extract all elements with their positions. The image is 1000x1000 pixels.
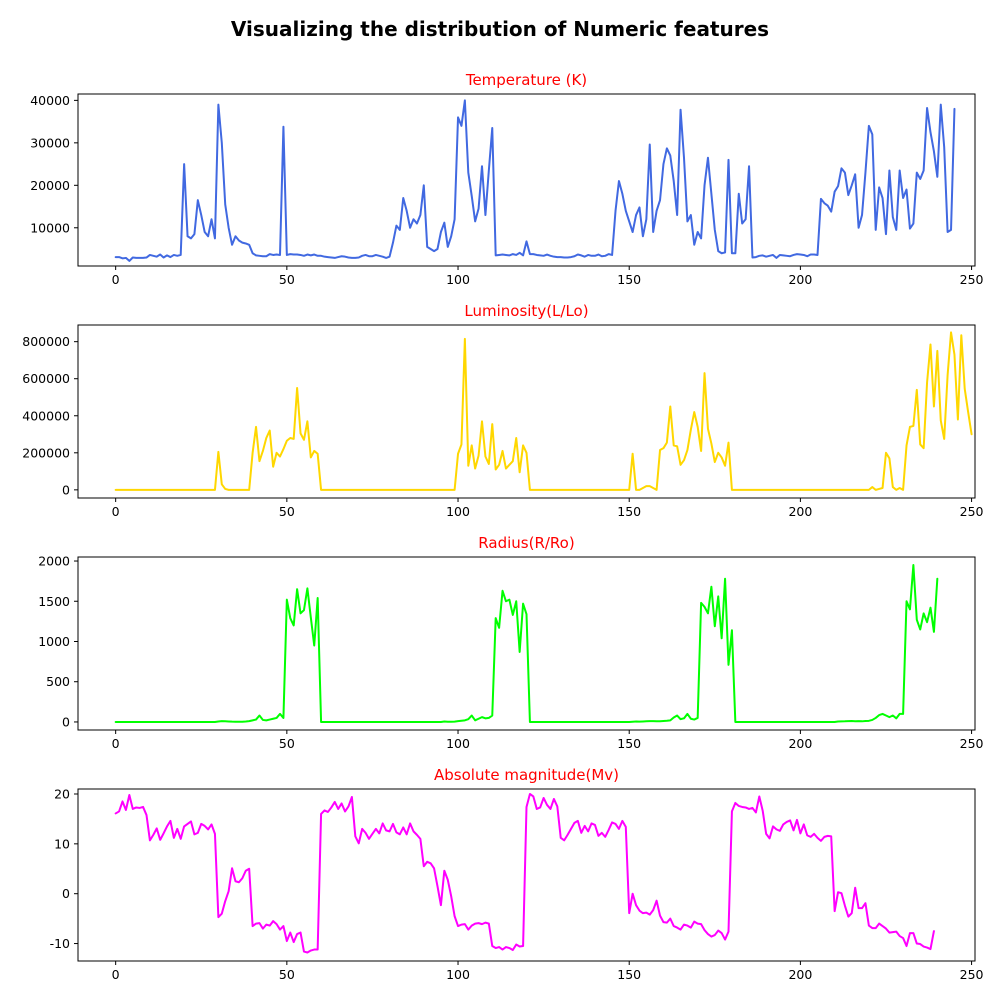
y-tick-label: 0	[62, 482, 70, 497]
subplot-absolute-magnitude: Absolute magnitude(Mv)0 50 100 150 200 250-10…	[50, 766, 984, 982]
y-tick-label: 20	[54, 786, 70, 801]
subplot-radius: Radius(R/Ro) 0 50 100 150 200 250 0 500 1000 1500 2…	[38, 534, 983, 751]
x-tick-label: 100	[446, 736, 470, 751]
y-tick-label: 800000	[22, 334, 70, 349]
x-tick-label: 200	[788, 736, 812, 751]
temperature-series-line	[114, 99, 956, 262]
radius-series-line	[114, 564, 939, 723]
x-tick-label: 250	[960, 272, 984, 287]
axes-frame	[77, 556, 976, 731]
y-tick-label: 20000	[30, 178, 70, 193]
x-tick-label: 200	[788, 272, 812, 287]
x-tick-label: 50	[279, 272, 295, 287]
x-tick-label: 100	[446, 504, 470, 519]
y-tick-label: 0	[62, 714, 70, 729]
y-tick-label: 40000	[30, 93, 70, 108]
y-tick-label: 200000	[22, 445, 70, 460]
x-tick-label: 0	[112, 736, 120, 751]
subplot-title: Luminosity(L/Lo)	[464, 302, 588, 320]
y-tick-label: 400000	[22, 408, 70, 423]
x-tick-label: 250	[960, 736, 984, 751]
luminosity-series-line	[114, 331, 973, 491]
y-tick-label: 30000	[30, 135, 70, 150]
x-tick-label: 200	[788, 967, 812, 982]
y-tick-label: 10000	[30, 220, 70, 235]
y-tick-label: -10	[50, 936, 70, 951]
x-tick-label: 250	[960, 504, 984, 519]
axes-frame	[77, 93, 976, 267]
axes-frame	[77, 324, 976, 499]
y-tick-label: 1000	[38, 634, 70, 649]
x-tick-label: 150	[617, 504, 641, 519]
x-tick-label: 50	[279, 967, 295, 982]
subplot-temperature: Temperature (K) 0 50 100 150 200 250 10000 20000…	[30, 71, 983, 287]
x-tick-label: 150	[617, 967, 641, 982]
x-tick-label: 50	[279, 504, 295, 519]
x-tick-label: 250	[960, 967, 984, 982]
figure-title: Visualizing the distribution of Numeric …	[231, 17, 769, 41]
x-tick-label: 100	[446, 967, 470, 982]
axes-frame	[77, 788, 976, 962]
x-tick-label: 150	[617, 272, 641, 287]
x-tick-label: 200	[788, 504, 812, 519]
subplot-title: Temperature (K)	[465, 71, 587, 89]
y-tick-label: 600000	[22, 371, 70, 386]
y-tick-label: 500	[46, 674, 70, 689]
x-tick-label: 0	[112, 504, 120, 519]
y-tick-label: 0	[62, 886, 70, 901]
x-tick-label: 0	[112, 272, 120, 287]
x-tick-label: 50	[279, 736, 295, 751]
x-tick-label: 150	[617, 736, 641, 751]
y-tick-label: 2000	[38, 554, 70, 569]
y-tick-label: 10	[54, 836, 70, 851]
subplot-luminosity: Luminosity(L/Lo) 0 50 100 150 200 250 0 200000 40…	[22, 302, 983, 519]
absolute-magnitude-series-line	[114, 792, 935, 954]
subplot-title: Radius(R/Ro)	[478, 534, 574, 552]
y-tick-label: 1500	[38, 594, 70, 609]
x-tick-label: 100	[446, 272, 470, 287]
x-tick-label: 0	[112, 967, 120, 982]
subplot-title: Absolute magnitude(Mv)	[434, 766, 619, 784]
